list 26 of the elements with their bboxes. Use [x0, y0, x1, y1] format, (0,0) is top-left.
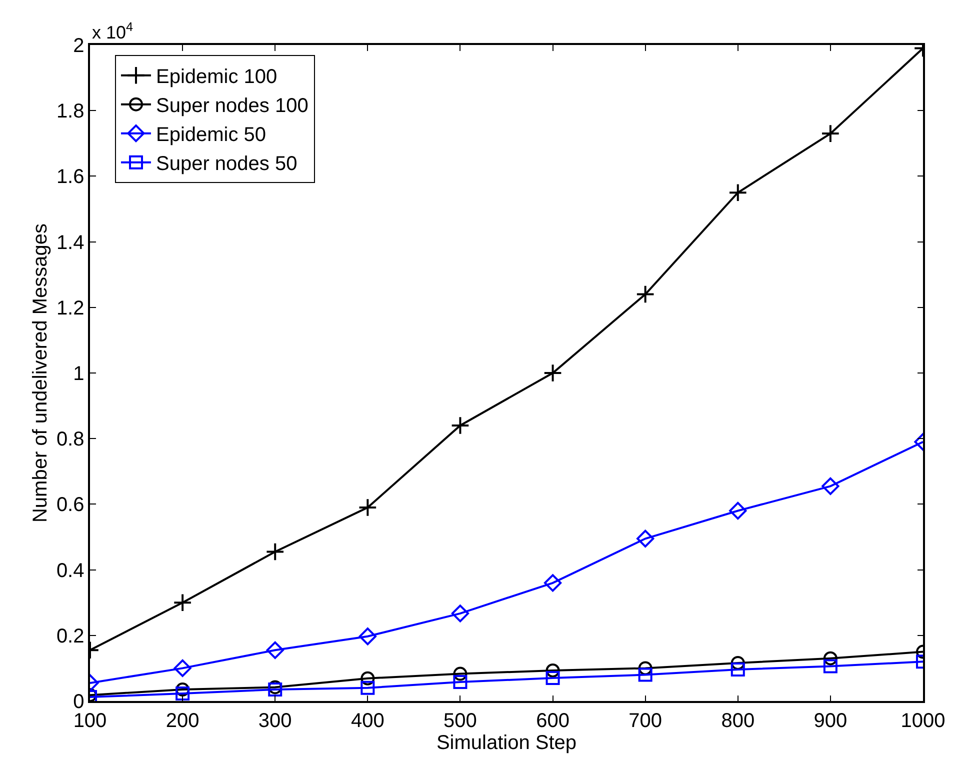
- y-tick-label: 1.6: [56, 166, 84, 188]
- x-tick-label: 200: [166, 710, 200, 732]
- x-tick-label: 300: [258, 710, 292, 732]
- y-tick-label: 0.2: [56, 625, 84, 648]
- y-tick-label: 0.8: [56, 428, 84, 451]
- y-tick-label: 1.8: [56, 100, 84, 123]
- legend-label: Epidemic 50: [156, 124, 266, 146]
- x-tick-label: 700: [628, 710, 662, 732]
- x-axis-title: Simulation Step: [436, 732, 577, 754]
- y-axis-title: Number of undelivered Messages: [29, 223, 52, 523]
- text: x 10$^{4}$: [92, 20, 134, 43]
- legend-label: Super nodes 50: [156, 153, 298, 176]
- x-tick-label: 1000: [900, 710, 946, 732]
- y-tick-label: 0.6: [56, 494, 84, 516]
- x-tick-label: 500: [444, 710, 477, 732]
- x-tick-label: 900: [814, 710, 848, 732]
- legend-label: Super nodes 100: [156, 95, 308, 118]
- y-tick-label: 1: [73, 363, 84, 385]
- y-tick-label: 2: [73, 35, 84, 57]
- x-tick-label: 600: [536, 710, 570, 732]
- legend-label: Epidemic 100: [156, 66, 278, 88]
- x-tick-label: 400: [350, 710, 384, 732]
- x-tick-label: 800: [721, 710, 755, 732]
- y-tick-label: 1.4: [56, 232, 84, 254]
- y-tick-label: 0.4: [56, 560, 84, 582]
- y-tick-label: 1.2: [56, 297, 84, 320]
